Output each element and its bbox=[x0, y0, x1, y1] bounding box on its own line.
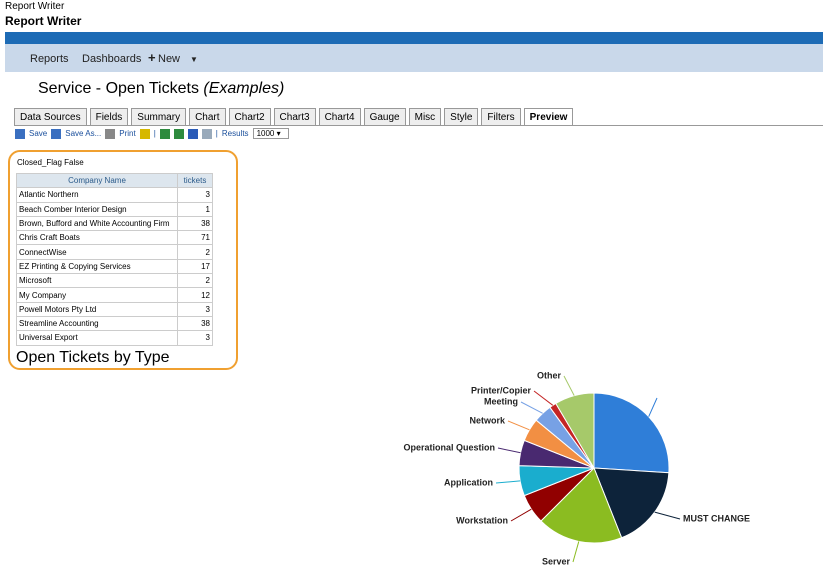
tabs: Data Sources Fields Summary Chart Chart2 Char… bbox=[14, 108, 574, 126]
nav-bar: Reports Dashboards + New ▼ bbox=[5, 44, 823, 72]
title-main: Service - Open Tickets bbox=[38, 80, 199, 97]
tab[interactable]: Fields bbox=[89, 108, 129, 126]
slice-label: Printer/Copier bbox=[471, 385, 532, 395]
company-cell: Atlantic Northern bbox=[16, 187, 178, 203]
tab-line bbox=[14, 125, 823, 126]
slice-label: MUST CHANGE bbox=[683, 513, 750, 523]
sql-icon[interactable] bbox=[139, 128, 150, 139]
page-title: Service - Open Tickets (Examples) bbox=[38, 80, 284, 98]
table-row: Streamline Accounting 38 bbox=[16, 315, 213, 332]
tab[interactable]: Chart3 bbox=[273, 108, 316, 126]
leader-line bbox=[497, 447, 521, 454]
leader-line bbox=[572, 541, 580, 563]
highlight-box bbox=[8, 150, 238, 370]
save-as-icon bbox=[51, 128, 62, 139]
company-cell: Beach Comber Interior Design bbox=[16, 201, 178, 217]
excel-icon[interactable] bbox=[173, 128, 184, 139]
window-title: Report Writer bbox=[5, 1, 65, 12]
results-label: Results bbox=[221, 129, 249, 138]
slice-label: Other bbox=[537, 370, 562, 380]
tickets-cell: 71 bbox=[177, 230, 213, 246]
table-row: My Company 12 bbox=[16, 287, 213, 303]
doc-icon[interactable] bbox=[201, 128, 212, 139]
tab[interactable]: Filters bbox=[481, 108, 521, 126]
excel-icon[interactable] bbox=[159, 128, 170, 139]
slice-label: Application bbox=[444, 477, 493, 487]
tab[interactable]: Gauge bbox=[363, 108, 406, 126]
tab[interactable]: Style bbox=[444, 108, 479, 126]
tab[interactable]: Preview bbox=[523, 108, 574, 126]
leader-line bbox=[510, 508, 532, 522]
slice-label: Workstation bbox=[456, 515, 508, 525]
table-row: Atlantic Northern 3 bbox=[16, 187, 213, 203]
pie-slice bbox=[593, 392, 670, 474]
table-row: Microsoft 2 bbox=[16, 273, 213, 289]
tickets-cell: 3 bbox=[177, 187, 213, 203]
dropdown-caret[interactable]: ▼ bbox=[190, 55, 198, 64]
tab[interactable]: Chart2 bbox=[228, 108, 271, 126]
tab[interactable]: Chart4 bbox=[318, 108, 361, 126]
slice-label: Network bbox=[469, 415, 506, 425]
leader-line bbox=[648, 397, 658, 417]
tickets-cell: 3 bbox=[177, 330, 213, 346]
pie-slice bbox=[540, 467, 623, 544]
pie-slice bbox=[593, 467, 670, 539]
table-row: Chris Craft Boats 71 bbox=[16, 230, 213, 246]
word-icon[interactable] bbox=[187, 128, 198, 139]
results-select[interactable]: 1000 ▾ bbox=[252, 128, 289, 139]
leader-line bbox=[495, 480, 521, 484]
tab[interactable]: Misc bbox=[408, 108, 442, 126]
header-bar bbox=[5, 32, 823, 44]
tab[interactable]: Chart bbox=[189, 108, 226, 126]
title-suffix: (Examples) bbox=[203, 80, 285, 97]
tickets-cell: 17 bbox=[177, 258, 213, 275]
plus-icon: + bbox=[148, 50, 156, 65]
column-header: Company Name bbox=[16, 172, 178, 189]
leader-line bbox=[507, 420, 530, 431]
save-as-button[interactable]: Save As... bbox=[65, 129, 102, 138]
print-icon bbox=[105, 128, 116, 139]
app-heading: Report Writer bbox=[5, 14, 82, 28]
table-row: Powell Motors Pty Ltd 3 bbox=[16, 301, 213, 317]
tab[interactable]: Summary bbox=[131, 108, 187, 126]
nav-item[interactable]: Reports bbox=[30, 53, 69, 65]
column-header: tickets bbox=[177, 172, 213, 189]
tab[interactable]: Data Sources bbox=[14, 108, 87, 126]
data-table: Company Name tickets Atlantic Northern 3 B… bbox=[16, 172, 213, 346]
save-icon bbox=[15, 128, 25, 139]
leader-line bbox=[520, 401, 543, 414]
table-row: Beach Comber Interior Design 1 bbox=[16, 201, 213, 217]
leader-line bbox=[533, 390, 554, 406]
nav-item[interactable]: New bbox=[158, 53, 181, 65]
table-row: Brown, Bufford and White Accounting Firm… bbox=[16, 215, 213, 232]
tickets-cell: 38 bbox=[177, 215, 213, 232]
filter-text: Closed_Flag False bbox=[17, 158, 84, 167]
slice-label: Server bbox=[542, 556, 571, 566]
table-row: Universal Export 3 bbox=[16, 330, 213, 346]
nav-item[interactable]: Dashboards bbox=[82, 53, 142, 65]
print-button[interactable]: Print bbox=[119, 129, 136, 138]
slice-label: Operational Question bbox=[403, 442, 495, 452]
tickets-cell: 1 bbox=[177, 201, 213, 217]
toolbar: Save Save As... Print | | Results 1000 ▾ bbox=[15, 128, 289, 139]
save-button[interactable]: Save bbox=[29, 129, 48, 138]
results-value: 1000 bbox=[256, 129, 275, 138]
leader-line bbox=[654, 511, 681, 520]
chart-title: Open Tickets by Type bbox=[16, 349, 170, 366]
slice-label: Meeting bbox=[484, 396, 518, 406]
leader-line bbox=[563, 375, 575, 396]
